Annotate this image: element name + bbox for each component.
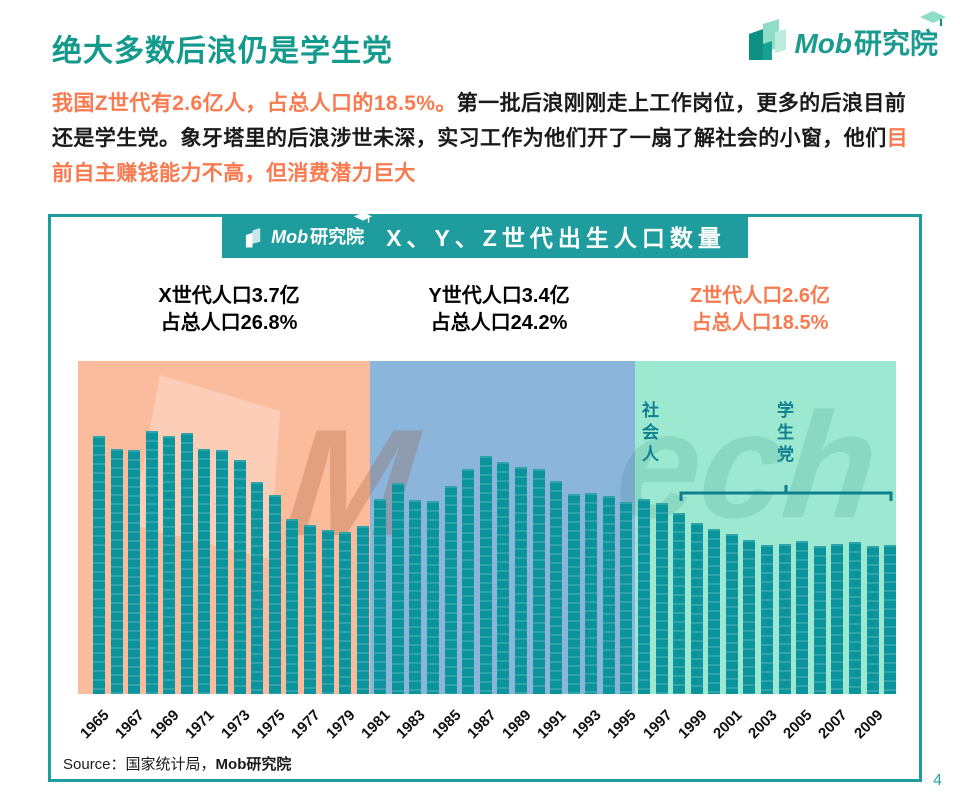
bar-1980 (356, 526, 369, 694)
bar-1976 (286, 519, 299, 694)
brand-logo-small: Mob 研究院 (244, 212, 373, 249)
bar-2008 (848, 542, 861, 694)
graduation-cap-icon (920, 11, 946, 26)
bar-1968 (145, 431, 158, 694)
bar-2004 (778, 544, 791, 694)
bar-1995 (620, 502, 633, 694)
label-society: 社会人 (639, 401, 658, 467)
bar-1991 (550, 481, 563, 694)
annotation-gen-y: Y世代人口3.4亿 占总人口24.2% (428, 285, 570, 334)
intro-highlight-1: 我国Z世代有2.6亿人，占总人口的18.5%。 (52, 92, 457, 115)
annotation-gen-z: Z世代人口2.6亿 占总人口18.5% (689, 285, 831, 334)
bar-1988 (497, 462, 510, 694)
bar-1972 (216, 450, 229, 694)
students-range-bracket (679, 485, 893, 501)
label-students: 学生党 (774, 401, 793, 467)
intro-paragraph: 我国Z世代有2.6亿人，占总人口的18.5%。第一批后浪刚刚走上工作岗位，更多的… (52, 86, 924, 191)
bar-2005 (796, 541, 809, 694)
bar-1973 (233, 460, 246, 694)
bar-1984 (427, 501, 440, 694)
page-title: 绝大多数后浪仍是学生党 (52, 35, 393, 68)
bar-1982 (391, 483, 404, 694)
x-axis: 1965 1967 1969 1971 1973 1975 1977 1979 1981 1983… (77, 696, 896, 754)
bar-1971 (198, 449, 211, 694)
bar-1981 (374, 499, 387, 694)
bar-1999 (690, 523, 703, 694)
bar-1978 (321, 530, 334, 694)
bar-1969 (163, 436, 176, 694)
bar-1993 (585, 493, 598, 694)
bar-1997 (655, 503, 668, 694)
bar-1989 (514, 467, 527, 694)
bar-2010 (884, 545, 897, 694)
bar-1970 (180, 433, 193, 694)
bar-1977 (303, 525, 316, 694)
bar-2001 (725, 534, 738, 694)
bar-2009 (866, 546, 879, 694)
intro-highlight-2: 目前自主赚钱能力不高，但消费潜力巨大 (52, 127, 909, 185)
bar-1967 (128, 450, 141, 694)
bar-2002 (743, 540, 756, 694)
bar-1990 (532, 469, 545, 694)
birth-population-chart: M ech 社会人 学生党 (78, 361, 897, 694)
brand-wordmark: Mob研究院 (794, 11, 946, 62)
bar-1966 (110, 449, 123, 694)
bar-1992 (567, 494, 580, 694)
bar-1965 (93, 436, 105, 694)
bar-2000 (708, 529, 721, 694)
bar-1996 (637, 499, 650, 694)
brand-logo: Mob研究院 (745, 11, 946, 62)
bar-1986 (462, 469, 475, 694)
bar-1974 (251, 482, 264, 694)
source-note: Source：国家统计局，Mob研究院 (63, 756, 292, 773)
intro-body: 第一批后浪刚刚走上工作岗位，更多的后浪目前还是学生党。象牙塔里的后浪涉世未深，实… (52, 92, 907, 150)
annotation-gen-x: X世代人口3.7亿 占总人口26.8% (158, 285, 300, 334)
chart-header: Mob 研究院 X、Y、Z世代出生人口数量 (222, 212, 748, 258)
bar-1998 (673, 513, 686, 694)
chart-panel: Mob 研究院 X、Y、Z世代出生人口数量 X世代人口3.7亿 占总人口26.8%… (48, 212, 922, 782)
bar-1979 (339, 532, 352, 694)
page-number: 4 (933, 772, 942, 789)
bar-2003 (761, 545, 774, 694)
chart-title: X、Y、Z世代出生人口数量 (386, 225, 726, 251)
mob-buildings-icon (749, 19, 787, 60)
bar-1983 (409, 500, 422, 694)
graduation-cap-icon (354, 212, 373, 223)
bar-2006 (813, 546, 826, 694)
bar-1975 (268, 495, 281, 694)
mob-buildings-icon (246, 228, 261, 248)
bar-2007 (831, 544, 844, 694)
bar-1987 (479, 456, 492, 694)
bar-1994 (602, 496, 615, 694)
bar-1985 (444, 486, 457, 694)
